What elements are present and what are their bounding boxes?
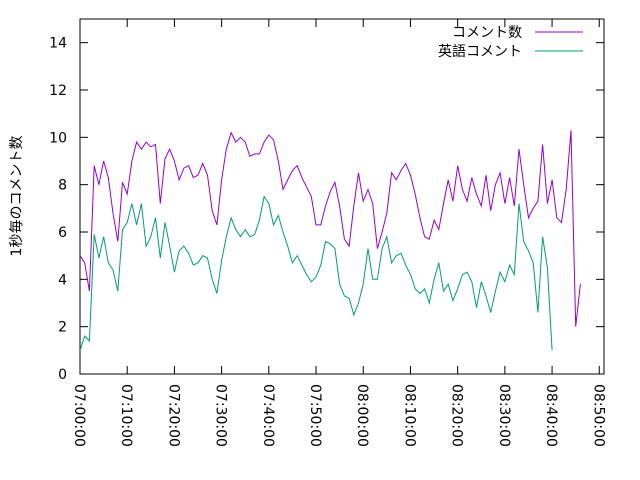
x-tick-label: 08:20:00 [449,384,465,447]
x-tick-label: 07:00:00 [71,384,87,447]
x-tick-label: 07:20:00 [165,384,181,447]
x-tick-label: 07:30:00 [213,384,229,447]
y-tick-label: 8 [58,178,67,194]
x-tick-label: 07:40:00 [260,384,276,447]
series-line-2 [79,195,553,351]
x-tick-label: 08:30:00 [496,384,512,447]
y-axis-label: 1秒毎のコメント数 [9,136,25,257]
x-tick-label: 08:00:00 [354,384,370,447]
legend-label-2: 英語コメント [438,43,522,60]
y-tick-label: 14 [49,36,67,52]
x-tick-label: 07:50:00 [307,384,323,447]
x-tick-label: 07:10:00 [118,384,134,447]
plot-area-border [79,18,605,375]
y-tick-label: 0 [58,367,67,383]
x-axis: 07:00:00 07:10:00 07:20:00 07:30:00 07:40:00… [71,19,606,447]
y-tick-label: 10 [49,130,67,146]
y-tick-label: 6 [58,225,67,241]
legend-label-1: コメント数 [452,25,522,41]
y-axis: 0 2 4 6 8 10 12 14 [49,36,604,383]
series-line-1 [79,130,581,327]
x-tick-label: 08:50:00 [590,384,606,447]
x-tick-label: 08:40:00 [543,384,559,447]
y-tick-label: 4 [58,272,67,288]
y-tick-label: 2 [58,320,67,336]
x-tick-label: 08:10:00 [401,384,417,447]
series-layer [79,130,581,351]
y-tick-label: 12 [49,83,67,99]
